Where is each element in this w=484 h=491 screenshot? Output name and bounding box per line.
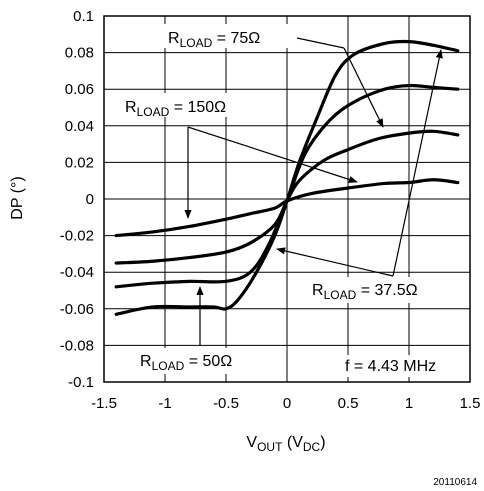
x-tick-label: -1.5 xyxy=(91,395,117,412)
r375-label-bg xyxy=(308,277,468,303)
x-tick-label: -0.5 xyxy=(213,395,239,412)
y-tick-label: 0.08 xyxy=(65,45,94,62)
y-tick-label: 0.04 xyxy=(65,118,94,135)
r75-arrow-1 xyxy=(296,37,345,49)
x-tick-label: 1.5 xyxy=(460,395,481,412)
x-tick-label: 0 xyxy=(283,395,291,412)
y-tick-label: -0.04 xyxy=(60,264,94,281)
r375-arrow-1 xyxy=(392,49,443,277)
r150-label: RLOAD = 150Ω xyxy=(125,99,226,119)
x-tick-label: 1 xyxy=(405,395,413,412)
r375-label: RLOAD = 37.5Ω xyxy=(312,282,418,302)
y-tick-label: -0.02 xyxy=(60,228,94,245)
r50-label: RLOAD = 50Ω xyxy=(140,353,232,373)
freq-label: f = 4.43 MHz xyxy=(345,358,436,375)
r150-label-bg xyxy=(120,93,266,117)
y-axis-title: DP (°) xyxy=(9,176,26,219)
y-tick-label: 0 xyxy=(86,191,94,208)
freq-label-bg xyxy=(340,355,468,377)
y-tick-label: -0.1 xyxy=(68,374,94,391)
r150-arrow-1 xyxy=(187,126,358,183)
r75-arrow-2 xyxy=(343,47,384,128)
r75-label-bg xyxy=(163,24,299,48)
x-axis-title: VOUT (VDC) xyxy=(246,434,325,454)
figure-number: 20110614 xyxy=(433,477,477,488)
plot-frame xyxy=(103,15,471,383)
r375-arrow-2 xyxy=(276,247,394,277)
series-group xyxy=(114,39,460,316)
x-tick-label: 0.5 xyxy=(338,395,359,412)
y-tick-labels: -0.1 -0.08 -0.06 -0.04 -0.02 0 0.02 0.04 0.06 0.0… xyxy=(60,8,94,391)
x-tick-labels: -1.5 -1 -0.5 0 0.5 1 1.5 xyxy=(91,395,480,412)
y-tick-label: 0.1 xyxy=(73,8,94,25)
y-tick-label: -0.08 xyxy=(60,337,94,354)
r50-label-bg xyxy=(136,348,264,374)
series-line-4 xyxy=(114,39,460,316)
y-tick-label: -0.06 xyxy=(60,301,94,318)
x-tick-label: -1 xyxy=(158,395,171,412)
y-tick-label: 0.06 xyxy=(65,81,94,98)
r75-label: RLOAD = 75Ω xyxy=(168,30,260,50)
annotations: RLOAD = 75Ω RLOAD = 150Ω RLOAD = 37.5Ω R… xyxy=(120,24,468,377)
y-tick-label: 0.02 xyxy=(65,154,94,171)
